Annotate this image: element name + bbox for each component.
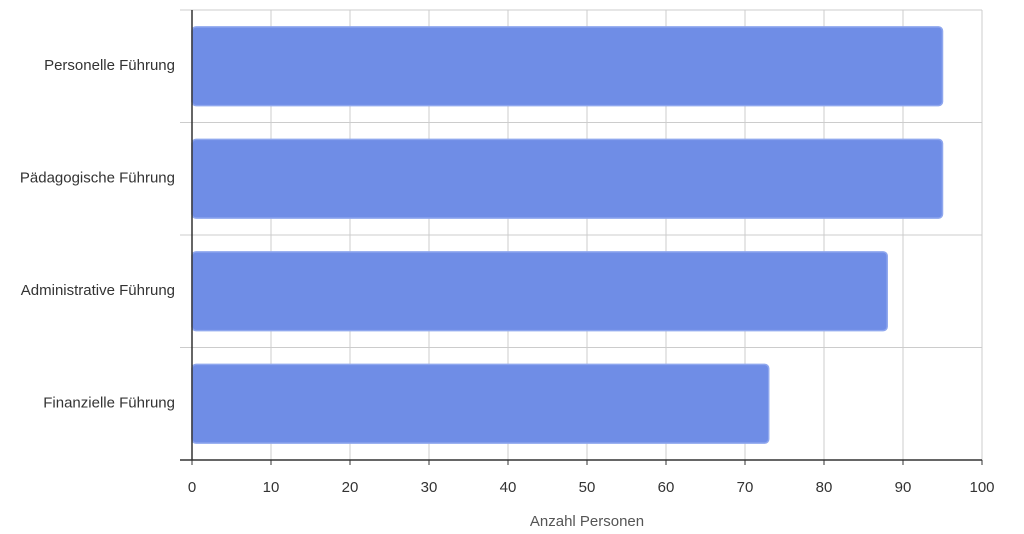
y-tick-label: Administrative Führung: [21, 282, 175, 299]
bar: [191, 363, 770, 444]
bar: [191, 26, 944, 107]
x-tick-label: 80: [816, 479, 833, 496]
y-tick-label: Personelle Führung: [44, 57, 175, 74]
x-tick-label: 20: [342, 479, 359, 496]
bar: [191, 138, 944, 219]
x-tick-label: 70: [737, 479, 754, 496]
x-tick-label: 60: [658, 479, 675, 496]
y-tick-label: Pädagogische Führung: [20, 170, 175, 187]
bar: [191, 251, 888, 332]
x-tick-label: 50: [579, 479, 596, 496]
x-tick-label: 90: [895, 479, 912, 496]
x-tick-label: 10: [263, 479, 280, 496]
x-tick-label: 40: [500, 479, 517, 496]
x-tick-label: 30: [421, 479, 438, 496]
x-tick-label: 0: [188, 479, 196, 496]
x-axis-label: Anzahl Personen: [530, 513, 644, 530]
x-tick-label: 100: [969, 479, 994, 496]
y-tick-label: Finanzielle Führung: [43, 395, 175, 412]
